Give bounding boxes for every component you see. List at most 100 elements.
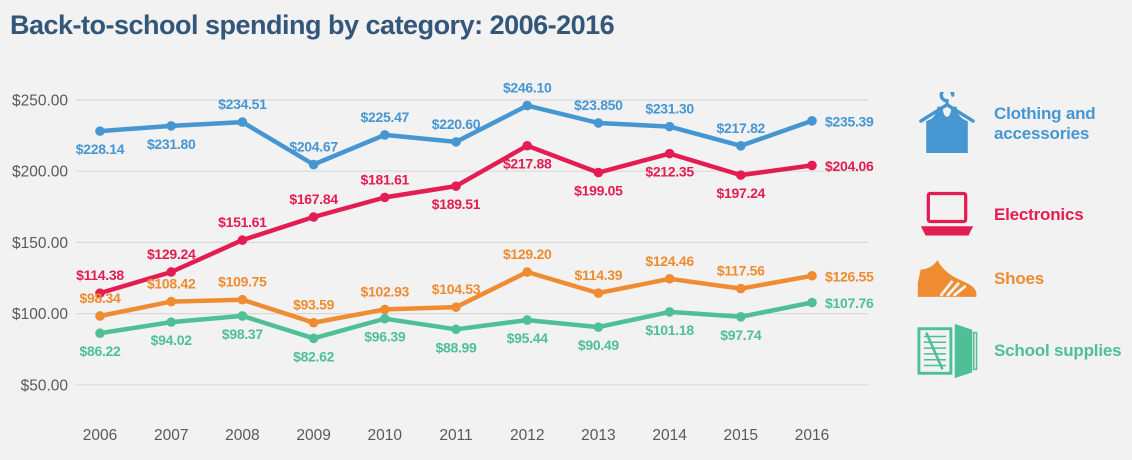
data-value-label-shoes: $93.59: [293, 297, 335, 313]
data-value-label-electronics: $212.35: [645, 164, 694, 180]
data-point-electronics: [736, 170, 746, 180]
data-value-label-electronics: $167.84: [289, 191, 338, 207]
x-axis-tick-label: 2013: [581, 427, 615, 444]
sneaker-icon: [912, 258, 982, 300]
legend-label-shoes: Shoes: [994, 268, 1045, 288]
data-value-label-shoes: $104.53: [432, 281, 481, 297]
data-value-label-school-supplies: $95.44: [507, 330, 549, 346]
data-value-label-electronics: $151.61: [218, 214, 267, 230]
data-value-label-shoes: $117.56: [717, 263, 765, 279]
legend-label-school-supplies: School supplies: [994, 340, 1122, 360]
data-point-school-supplies: [237, 311, 248, 321]
data-point-school-supplies: [807, 297, 817, 308]
y-axis-tick-label: $100.00: [12, 306, 68, 323]
data-value-label-clothing-and-accessories: $220.60: [432, 116, 481, 132]
data-point-school-supplies: [664, 307, 675, 317]
y-axis-tick-label: $50.00: [21, 377, 69, 394]
legend-label-electronics: Electronics: [994, 204, 1084, 224]
data-point-clothing-and-accessories: [736, 141, 746, 151]
x-axis-tick-label: 2007: [154, 427, 188, 444]
data-point-clothing-and-accessories: [593, 118, 604, 128]
data-point-shoes: [736, 283, 746, 294]
data-value-label-school-supplies: $97.74: [720, 327, 762, 343]
data-point-school-supplies: [380, 313, 390, 324]
y-axis-tick-label: $200.00: [12, 164, 68, 181]
laptop-icon: [912, 190, 982, 240]
data-value-label-school-supplies: $90.49: [578, 337, 620, 353]
chart-title: Back-to-school spending by category: 200…: [10, 10, 615, 40]
x-axis-tick-label: 2015: [724, 427, 758, 444]
legend-item-school-supplies: School supplies: [912, 322, 1122, 380]
data-value-label-shoes: $98.34: [79, 290, 121, 306]
data-value-label-electronics: $197.24: [717, 185, 766, 201]
legend-item-clothing: Clothing and accessories: [912, 92, 1126, 156]
data-value-label-shoes: $102.93: [361, 283, 410, 299]
legend-item-electronics: Electronics: [912, 190, 1084, 240]
data-point-school-supplies: [736, 312, 746, 322]
data-value-label-school-supplies: $107.76: [825, 295, 874, 311]
data-point-clothing-and-accessories: [451, 137, 461, 147]
data-point-electronics: [308, 212, 319, 222]
data-value-label-school-supplies: $82.62: [293, 348, 335, 364]
series-line-electronics: [97, 143, 815, 296]
data-value-label-school-supplies: $101.18: [645, 322, 694, 338]
data-value-label-electronics: $217.88: [503, 156, 552, 172]
data-value-label-shoes: $108.42: [147, 276, 196, 292]
data-value-label-shoes: $126.55: [825, 268, 874, 284]
data-point-clothing-and-accessories: [95, 126, 105, 136]
series-line-clothing-and-accessories: [97, 103, 815, 167]
data-point-clothing-and-accessories: [166, 121, 176, 131]
data-value-label-clothing-and-accessories: $231.30: [645, 101, 694, 117]
data-value-label-electronics: $114.38: [76, 267, 124, 283]
data-point-clothing-and-accessories: [237, 117, 248, 127]
data-point-clothing-and-accessories: [807, 116, 817, 126]
data-value-label-shoes: $109.75: [218, 274, 267, 290]
x-axis-tick-label: 2006: [83, 427, 117, 444]
data-point-school-supplies: [593, 322, 604, 332]
data-point-clothing-and-accessories: [308, 159, 319, 170]
data-value-label-school-supplies: $88.99: [435, 339, 477, 355]
notebook-pencil-icon: [912, 322, 982, 380]
y-axis-tick-label: $150.00: [12, 235, 68, 252]
data-value-label-clothing-and-accessories: $228.14: [76, 141, 125, 157]
x-axis-tick-label: 2012: [510, 427, 544, 444]
data-value-label-school-supplies: $86.22: [79, 343, 121, 359]
data-point-shoes: [166, 296, 176, 307]
hanger-tank-top-icon: [912, 92, 982, 156]
data-value-label-clothing-and-accessories: $231.80: [147, 136, 196, 152]
data-value-label-clothing-and-accessories: $23.850: [574, 97, 623, 113]
data-value-label-school-supplies: $94.02: [151, 332, 193, 348]
data-point-shoes: [664, 273, 675, 284]
x-axis-tick-label: 2010: [368, 427, 403, 444]
x-axis-tick-label: 2011: [439, 427, 472, 444]
data-value-label-clothing-and-accessories: $234.51: [218, 96, 267, 112]
data-point-school-supplies: [95, 328, 105, 339]
data-point-electronics: [380, 192, 390, 203]
data-point-shoes: [380, 304, 390, 315]
data-point-school-supplies: [166, 317, 176, 327]
data-value-label-clothing-and-accessories: $246.10: [503, 80, 552, 96]
data-value-label-school-supplies: $96.39: [364, 329, 406, 345]
data-point-electronics: [166, 267, 176, 277]
data-point-electronics: [451, 181, 461, 191]
legend-item-shoes: Shoes: [912, 258, 1044, 300]
data-point-shoes: [522, 267, 532, 277]
data-point-electronics: [593, 167, 604, 178]
data-value-label-electronics: $199.05: [574, 183, 623, 199]
data-value-label-electronics: $129.24: [147, 246, 196, 262]
data-point-clothing-and-accessories: [664, 121, 675, 132]
data-point-electronics: [237, 235, 248, 245]
data-point-clothing-and-accessories: [380, 130, 390, 140]
data-value-label-electronics: $189.51: [432, 196, 481, 212]
data-point-shoes: [593, 288, 604, 298]
data-value-label-clothing-and-accessories: $225.47: [361, 109, 410, 125]
legend: Clothing and accessories Electronics Sho…: [912, 0, 1130, 460]
data-value-label-school-supplies: $98.37: [222, 326, 264, 342]
data-point-shoes: [807, 270, 817, 281]
legend-label-clothing: Clothing and accessories: [994, 103, 1096, 143]
data-value-label-clothing-and-accessories: $204.67: [289, 139, 338, 155]
data-point-school-supplies: [308, 333, 319, 344]
data-point-school-supplies: [451, 324, 461, 335]
data-point-electronics: [95, 288, 105, 298]
data-point-electronics: [664, 148, 675, 159]
